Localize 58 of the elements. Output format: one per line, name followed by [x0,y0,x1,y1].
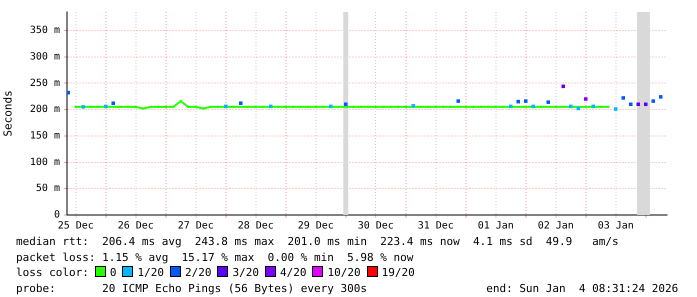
y-tick-label: 0 [54,210,60,221]
point [104,104,108,108]
x-tick-label: 03 Jan [598,220,634,232]
point [561,84,566,88]
point [224,104,228,108]
point [591,104,596,108]
point [516,100,520,104]
x-tick-label: 26 Dec [118,220,154,232]
text: packet loss: 1.15 % avg 15.17 % max 0.00 % min 5.98 % now [16,250,414,265]
x-tick-label: 27 Dec [178,220,214,232]
x-tick-label: 29 Dec [298,220,334,232]
y-tick-label: 50 m [36,183,60,194]
point [238,101,243,105]
y-tick-label: 300 m [30,51,60,62]
y-tick-label: 250 m [30,78,60,89]
y-tick-label: 200 m [30,104,60,116]
point [508,104,513,108]
x-tick-label: 02 Jan [538,220,574,232]
point [456,99,460,103]
legend-label: 3/20 [232,266,259,279]
legend-label: 1/20 [137,266,164,279]
text: probe: 20 ICMP Echo Pings (56 Bytes) every 300s end: Sun Jan 4 08:31:24 2026 [16,280,678,296]
point [546,100,550,104]
point [268,104,273,108]
x-tick-label: 30 Dec [358,220,394,232]
point [531,104,536,108]
point [644,102,648,106]
legend-label: 10/20 [327,266,361,279]
point [658,95,663,99]
legend-label: 0 [110,266,116,279]
text: median rtt: 206.4 ms avg 243.8 ms max 201.0 ms min 223.4 ms now 4.1 ms sd 49.9 am/s [16,234,620,250]
legend-label: 4/20 [280,266,306,279]
point [67,90,70,94]
legend-label: 2/20 [184,266,212,279]
point [628,102,633,106]
point [621,96,626,100]
point [328,104,333,108]
y-tick-label: 350 m [30,25,60,36]
y-axis-title: Seconds [1,90,14,137]
y-tick-label: 150 m [30,130,60,142]
point [81,105,86,109]
x-tick-label: 25 Dec [58,220,94,232]
legend-label: 19/20 [382,266,415,279]
point [651,99,656,103]
point [568,104,573,108]
point [344,102,348,106]
point [411,104,416,108]
x-tick-label: 01 Jan [478,220,514,232]
point [584,97,588,101]
y-tick-label: 100 m [30,156,60,168]
x-tick-label: 31 Dec [418,220,454,232]
x-tick-label: 28 Dec [238,220,274,232]
point [614,107,618,111]
point [576,106,580,110]
point [636,102,640,106]
legend-title: loss color: [16,266,89,279]
point [111,101,116,105]
point [524,99,528,103]
